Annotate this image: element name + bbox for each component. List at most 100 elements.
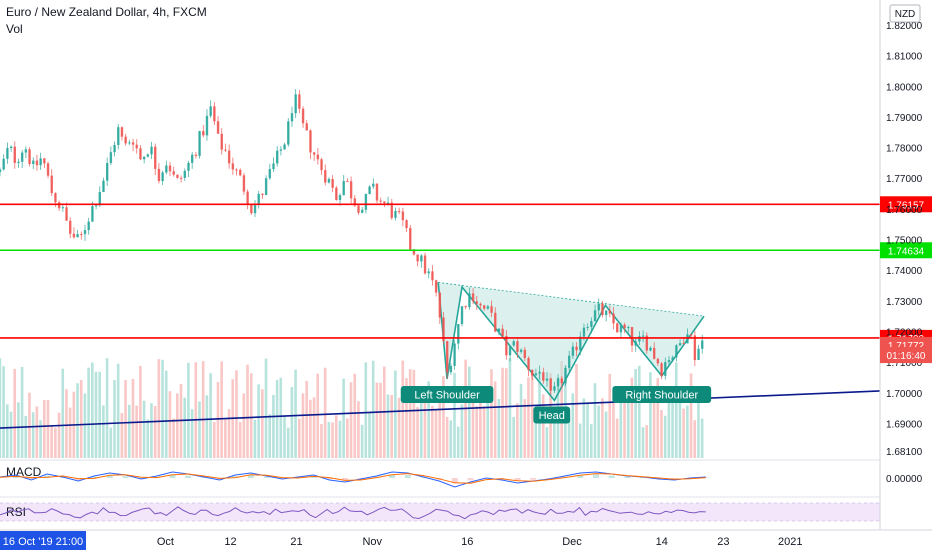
volume-bar [346,418,349,458]
volume-bar [700,418,704,458]
volume-bar [102,405,105,458]
macd-histogram-bar [592,474,599,478]
candle-body [449,365,453,373]
candle-body [187,162,190,171]
candle-body [80,234,83,236]
time-axis[interactable]: Oct 12 21 Nov 16 Dec 14 23 2021 [157,536,803,548]
volume-bar [493,381,497,458]
macd-histogram-bar [263,476,270,478]
candle-body [312,152,316,155]
candle-body [276,150,279,164]
macd-histogram-bar [420,477,427,478]
horizontal-levels[interactable] [0,203,881,429]
volume-bar [168,391,172,458]
volume-bar [146,419,150,458]
volume-bar [305,381,308,458]
volume-bar [209,373,212,458]
volume-bar [153,406,157,458]
volume-bar [331,422,334,458]
price-tick-label: 1.71000 [886,358,923,369]
macd-histogram-bar [279,478,286,479]
volume-bar [471,397,475,458]
candle-body [298,94,301,109]
candle-body [675,345,678,358]
price-axis[interactable]: 1.761571.746341.717901.820001.810001.800… [880,21,932,485]
volume-bar [589,424,593,458]
time-tick-label: 16 [461,536,473,548]
volume-bar [516,403,519,458]
volume-bar [371,360,375,458]
candle-body [678,343,682,346]
macd-histogram-bar [232,476,239,478]
macd-histogram-bar [530,478,537,480]
volume-bar [124,380,127,458]
volume-bar [416,407,419,458]
candle-body [264,178,268,195]
candle-body [383,201,386,204]
macd-histogram-bar [138,478,145,479]
macd-histogram-bar [106,475,113,478]
candle-body [46,163,50,176]
volume-bar [261,389,264,458]
volume-bar [94,371,98,458]
volume-bar [242,393,246,458]
candle-body [220,133,223,150]
macd-tick-label: 0.00000 [886,474,923,485]
price-tick-label: 1.69000 [886,419,923,430]
candle-body [253,204,257,214]
date-badge [0,531,86,550]
volume-bar [575,363,578,458]
level-price-label: 1.76157 [888,200,925,211]
volume-bar [438,392,442,458]
candle-body [146,154,150,157]
volume-bar [24,415,28,458]
candle-body [102,180,105,193]
macd-histogram-bar [247,475,254,478]
candle-body [375,183,379,201]
volume-bar [360,424,364,458]
volume-bar [431,405,434,458]
candle-body [682,343,685,345]
candle-body [412,249,416,255]
volume-bar [323,367,327,458]
candle-body [198,131,201,156]
volume-bar [434,409,438,458]
volume-bar [667,393,671,458]
candle-body [117,127,120,145]
candle-body [667,360,671,363]
candle-body [490,306,493,313]
candle-body [165,165,168,173]
candle-body [471,293,475,302]
macd-histogram-bar [357,478,364,479]
candle-body [531,369,534,376]
candle-body [17,161,20,163]
candle-body [427,271,430,274]
volume-bar [412,369,416,458]
volume-bar [297,418,301,458]
candle-body [120,127,124,137]
price-tick-label: 1.81000 [886,52,923,63]
candle-body [519,349,523,352]
volume-bar [634,369,637,458]
volume-bar [334,415,338,458]
volume-bar [87,367,90,458]
price-tick-label: 1.80000 [886,82,923,93]
time-tick-label: Oct [157,536,174,548]
candle-body [372,183,375,187]
level-price-label: 1.74634 [888,246,925,257]
candle-body [538,372,541,374]
volume-bar [212,422,216,458]
volume-bar [623,386,626,458]
volume-bar [449,420,453,458]
volume-bar [593,383,597,458]
macd-histogram-bar [514,478,521,481]
candle-body [257,193,260,205]
candle-body [464,306,467,308]
candle-body [65,207,68,221]
volume-bar [567,416,571,458]
candle-body [98,192,101,206]
candlesticks [0,89,704,396]
candle-body [641,335,645,337]
volume-bar [586,402,589,458]
